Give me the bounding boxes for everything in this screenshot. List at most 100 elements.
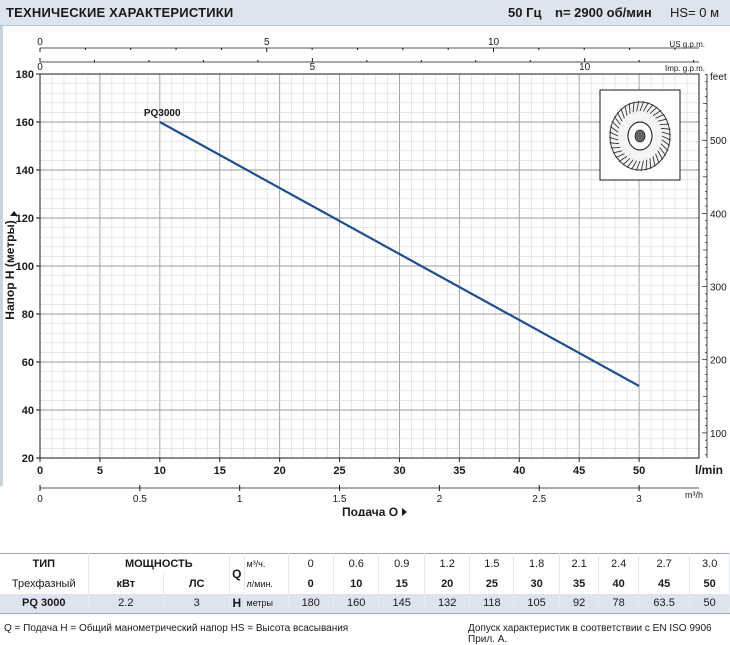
- y-tick-label: 160: [16, 117, 34, 129]
- impeller-vane: [659, 147, 667, 156]
- q-m3h-cell: 0.6: [333, 553, 380, 574]
- series-label: PQ3000: [144, 108, 181, 119]
- kw-header: кВт: [88, 573, 165, 594]
- impeller-vane: [628, 103, 631, 114]
- x-tick-label: 50: [633, 465, 645, 477]
- impeller-vane: [645, 159, 648, 171]
- h-cell: 78: [598, 593, 639, 614]
- q-lmin-cell: 40: [598, 573, 639, 594]
- q-lmin-cell: 10: [333, 573, 380, 594]
- y-tick-label: 40: [22, 405, 34, 417]
- impeller-vane: [643, 102, 649, 112]
- impeller-vane: [657, 118, 668, 122]
- impeller-vane: [615, 153, 625, 159]
- impeller-vane: [660, 143, 669, 152]
- impeller-vane: [661, 139, 671, 146]
- y-tick-label: 140: [16, 165, 34, 177]
- spec-table: ТИП МОЩНОСТЬ Q м³/ч. 0 0.6 0.9 1.2 1.5 1…: [0, 553, 730, 614]
- m3h-unit-label: m³/h: [685, 490, 703, 500]
- us-gpm-tick-label: 0: [37, 37, 43, 48]
- footer-note: Допуск характеристик в соответствии с EN…: [468, 623, 712, 645]
- x-axis-arrow-icon: [402, 508, 407, 516]
- col-power-header: МОЩНОСТЬ: [88, 553, 231, 574]
- x-tick-label: 0: [37, 465, 43, 477]
- impeller-vane: [635, 160, 641, 171]
- impeller-vane: [646, 103, 654, 113]
- q-m3h-cell: 0: [288, 553, 334, 574]
- m3h-tick-label: 1.5: [333, 494, 347, 505]
- hp-value: 3: [163, 593, 231, 614]
- q-lmin-cell: 15: [378, 573, 425, 594]
- h-cell: 160: [333, 593, 380, 614]
- x-tick-label: 20: [274, 465, 286, 477]
- y-tick-label: 120: [16, 213, 34, 225]
- impeller-vane: [624, 105, 628, 116]
- suction-height-label: HS= 0 м: [670, 5, 720, 20]
- m3h-tick-label: 0: [37, 494, 43, 505]
- impeller-vane: [657, 150, 664, 161]
- h-cell: 50: [689, 593, 730, 614]
- impeller-vane: [632, 101, 635, 113]
- q-lmin-cell: 35: [559, 573, 600, 594]
- impeller-vane: [609, 126, 619, 133]
- q-lmin-cell: 50: [689, 573, 730, 594]
- x-tick-label: 45: [573, 465, 585, 477]
- q-m3h-cell: 2.1: [559, 553, 600, 574]
- footer-legend: Q = Подача H = Общий манометрический нап…: [4, 623, 349, 634]
- x-tick-label: 5: [97, 465, 103, 477]
- h-cell: 132: [424, 593, 471, 614]
- impeller-vane: [639, 101, 645, 112]
- feet-tick-label: 300: [710, 283, 727, 294]
- y-axis-title: Напор H (метры): [3, 220, 17, 319]
- impeller-shaft: [634, 129, 646, 143]
- impeller-vane: [626, 159, 634, 169]
- y-tick-label: 100: [16, 261, 34, 273]
- q-m3h-cell: 1.2: [424, 553, 471, 574]
- q-lmin-cell: 30: [513, 573, 560, 594]
- impeller-vane: [616, 111, 623, 122]
- feet-tick-label: 200: [710, 356, 727, 367]
- x-tick-label: 35: [453, 465, 465, 477]
- feet-unit-label: feet: [710, 72, 727, 83]
- impeller-vane: [610, 146, 621, 149]
- y-tick-label: 60: [22, 357, 34, 369]
- us-gpm-tick-label: 10: [488, 37, 500, 48]
- q-m3h-cell: 2.7: [638, 553, 691, 574]
- impeller-vane: [612, 150, 623, 154]
- x-unit-label: l/min: [695, 463, 723, 477]
- x-tick-label: 30: [393, 465, 405, 477]
- h-cell: 105: [513, 593, 560, 614]
- chart-series: PQ3000: [144, 108, 640, 387]
- impeller-vane: [655, 113, 665, 119]
- table-row: ТИП МОЩНОСТЬ Q м³/ч. 0 0.6 0.9 1.2 1.5 1…: [0, 553, 730, 594]
- q-m3h-cell: 1.5: [469, 553, 515, 574]
- impeller-vane: [620, 108, 625, 119]
- page-title: ТЕХНИЧЕСКИЕ ХАРАКТЕРИСТИКИ: [6, 5, 234, 20]
- hp-header: ЛС: [163, 573, 231, 594]
- impeller-vane: [661, 135, 671, 141]
- y-tick-label: 80: [22, 309, 34, 321]
- h-symbol: H: [229, 593, 245, 614]
- impeller-vane: [652, 109, 662, 117]
- h-cell: 118: [469, 593, 515, 614]
- impeller-vane: [652, 156, 656, 167]
- frequency-label: 50 Гц: [508, 5, 542, 20]
- impeller-icon: [599, 89, 681, 181]
- x-tick-label: 25: [333, 465, 345, 477]
- table-row: Трехфазный кВт ЛС л/мин. 0 10 15 20 25 3…: [0, 573, 730, 594]
- x-tick-label: 40: [513, 465, 525, 477]
- us-gpm-unit-label: US g.p.m.: [669, 40, 705, 49]
- us-gpm-tick-label: 5: [264, 37, 270, 48]
- series-line-pq3000: [159, 121, 640, 387]
- q-unit-lmin: л/мин.: [244, 573, 289, 594]
- impeller-vane: [655, 153, 660, 164]
- m3h-tick-label: 2: [437, 494, 443, 505]
- m3h-tick-label: 2.5: [532, 494, 546, 505]
- impeller-vane: [640, 160, 644, 172]
- table-row: PQ 3000 2.2 3 H метры 180 160 145 132 11…: [0, 593, 730, 614]
- h-unit: метры: [244, 593, 289, 614]
- impeller-vane: [618, 155, 628, 163]
- q-lmin-cell: 45: [638, 573, 691, 594]
- header-bar: ТЕХНИЧЕСКИЕ ХАРАКТЕРИСТИКИ 50 Гц n= 2900…: [0, 0, 730, 26]
